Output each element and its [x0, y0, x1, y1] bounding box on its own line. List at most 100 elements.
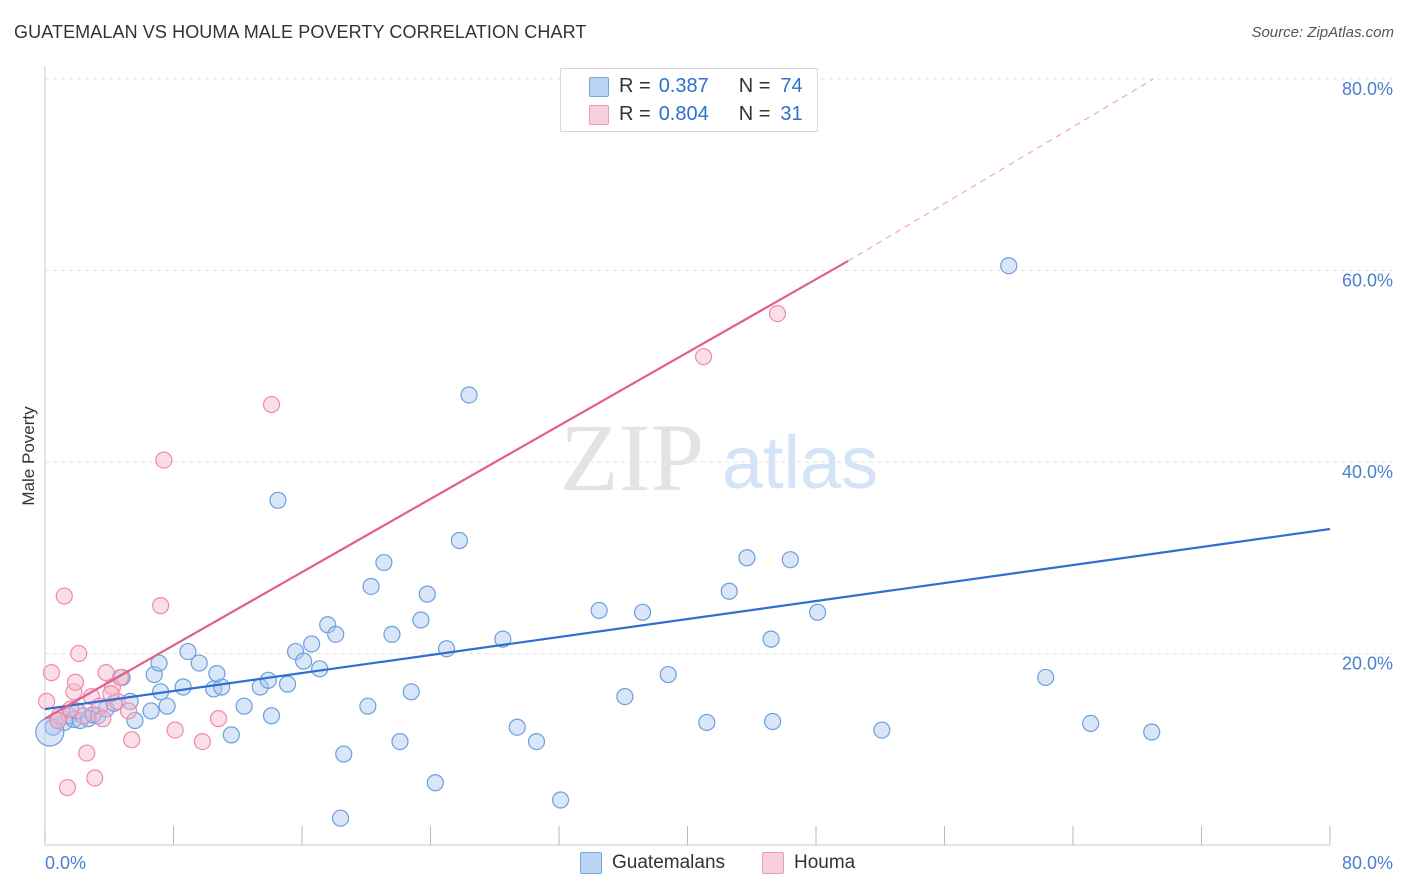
houma-point [155, 451, 173, 469]
houma-point [102, 685, 120, 703]
houma-point [262, 395, 281, 414]
guatemalans-point [235, 697, 253, 715]
x-tick-label: 0.0% [45, 853, 86, 873]
houma-point [86, 769, 104, 787]
houma-point [209, 710, 228, 728]
guatemalans-trend-line [44, 527, 1331, 711]
source-label: Source: ZipAtlas.com [1251, 24, 1394, 41]
legend-r-value: 0.387 [658, 74, 709, 97]
guatemalans-point [738, 549, 756, 567]
guatemalans-point [809, 603, 827, 621]
guatemalans-point [391, 732, 409, 751]
guatemalans-point [262, 707, 281, 725]
houma-point [66, 673, 85, 691]
guatemalans-point [126, 711, 144, 730]
series-legend-houma[interactable]: Houma [762, 852, 855, 874]
series-legend: Guatemalans Houma [0, 852, 1406, 878]
guatemalans-point [720, 582, 738, 600]
houma-point [55, 587, 73, 605]
guatemalans-point [150, 654, 168, 672]
legend-row-guatemalans: R = 0.387 N = 74 [619, 73, 803, 99]
series-legend-label: Guatemalans [612, 852, 726, 873]
guatemalans-point [295, 652, 313, 670]
guatemalans-point [259, 671, 277, 689]
y-tick-label: 60.0% [1342, 271, 1393, 291]
watermark-atlas: atlas [722, 421, 878, 504]
guatemalans-point [362, 577, 380, 596]
series-swatch-houma [762, 852, 784, 874]
houma-point [768, 304, 787, 323]
guatemalans-point [590, 601, 608, 620]
guatemalans-point [1082, 714, 1100, 732]
guatemalans-point [269, 491, 287, 509]
y-axis-title: Male Poverty [19, 406, 38, 506]
legend-n-value: 74 [780, 74, 803, 97]
houma-trend-extension [847, 78, 1154, 262]
legend-row-houma: R = 0.804 N = 31 [619, 101, 803, 127]
guatemalans-point [633, 603, 652, 621]
tick-labels: 20.0% 40.0% 60.0% 80.0% 0.0% 80.0% [45, 79, 1393, 873]
guatemalans-point [508, 718, 526, 736]
series-legend-guatemalans[interactable]: Guatemalans [580, 852, 725, 874]
guatemalans-point [450, 531, 469, 550]
houma-point [166, 721, 184, 739]
guatemalans-point [764, 712, 782, 731]
trend-lines [44, 78, 1331, 720]
houma-point [78, 744, 96, 762]
x-tick-label: 80.0% [1342, 853, 1393, 873]
legend-n-label: N = [738, 74, 771, 97]
guatemalans-point [659, 665, 677, 684]
guatemalans-point [402, 683, 420, 701]
houma-point [152, 597, 170, 615]
legend-swatch-guatemalans [589, 77, 609, 97]
guatemalans-point [179, 642, 197, 661]
guatemalans-point [375, 553, 393, 572]
axes [44, 66, 1331, 846]
guatemalans-point [359, 697, 377, 715]
legend-swatch-houma [589, 105, 609, 125]
guatemalans-point [222, 726, 240, 744]
watermark: ZIP atlas [560, 404, 878, 511]
legend-r-value: 0.804 [658, 102, 709, 125]
guatemalans-point [1000, 257, 1018, 275]
houma-point [94, 710, 112, 728]
guatemalans-point [174, 678, 192, 696]
watermark-zip: ZIP [560, 404, 704, 511]
legend-r-label: R = [619, 102, 651, 125]
legend-n-label: N = [738, 102, 771, 125]
guatemalans-point [873, 721, 891, 739]
guatemalans-point [616, 687, 634, 706]
guatemalans-point [1037, 668, 1055, 687]
houma-trend-line [44, 259, 849, 720]
houma-point [119, 702, 138, 720]
guatemalans-point [1143, 723, 1161, 741]
series-swatch-guatemalans [580, 852, 602, 874]
guatemalans-point [327, 625, 345, 643]
guatemalans-point [335, 745, 353, 763]
series-legend-label: Houma [794, 852, 856, 873]
legend-n-value: 31 [780, 102, 803, 125]
houma-point [97, 664, 115, 682]
guatemalans-point [527, 732, 546, 751]
chart-title: GUATEMALAN VS HOUMA MALE POVERTY CORRELA… [14, 22, 587, 42]
guatemalans-point [303, 635, 321, 653]
houma-point [42, 664, 61, 682]
legend-r-label: R = [619, 74, 651, 97]
y-tick-label: 20.0% [1342, 654, 1393, 674]
guatemalans-point [208, 665, 226, 683]
y-tick-label: 40.0% [1342, 462, 1393, 482]
houma-point [694, 348, 713, 366]
guatemalans-point [278, 675, 297, 693]
grid-lines [45, 78, 1392, 654]
guatemalans-point [158, 697, 176, 715]
guatemalans-point [331, 809, 350, 827]
houma-point [123, 731, 141, 749]
guatemalans-point [494, 630, 512, 648]
houma-point [70, 644, 88, 663]
guatemalans-point [698, 713, 716, 732]
y-tick-label: 80.0% [1342, 79, 1393, 99]
guatemalans-point [762, 630, 780, 648]
stats-legend: R = 0.387 N = 74 R = 0.804 N = 31 [560, 68, 818, 132]
houma-point [58, 778, 77, 797]
